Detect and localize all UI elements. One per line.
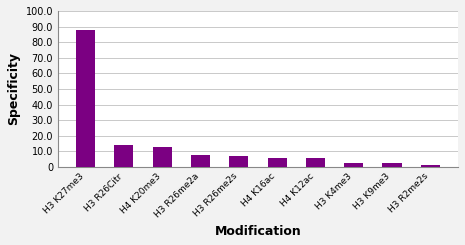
Bar	[191, 155, 210, 167]
Y-axis label: Specificity: Specificity	[7, 52, 20, 125]
Bar	[421, 165, 440, 167]
Bar	[344, 163, 363, 167]
Bar	[267, 158, 287, 167]
Bar	[306, 158, 325, 167]
Bar	[76, 30, 95, 167]
Bar	[114, 145, 133, 167]
Bar	[153, 147, 172, 167]
Bar	[229, 156, 248, 167]
X-axis label: Modification: Modification	[214, 225, 301, 238]
Bar	[382, 163, 402, 167]
